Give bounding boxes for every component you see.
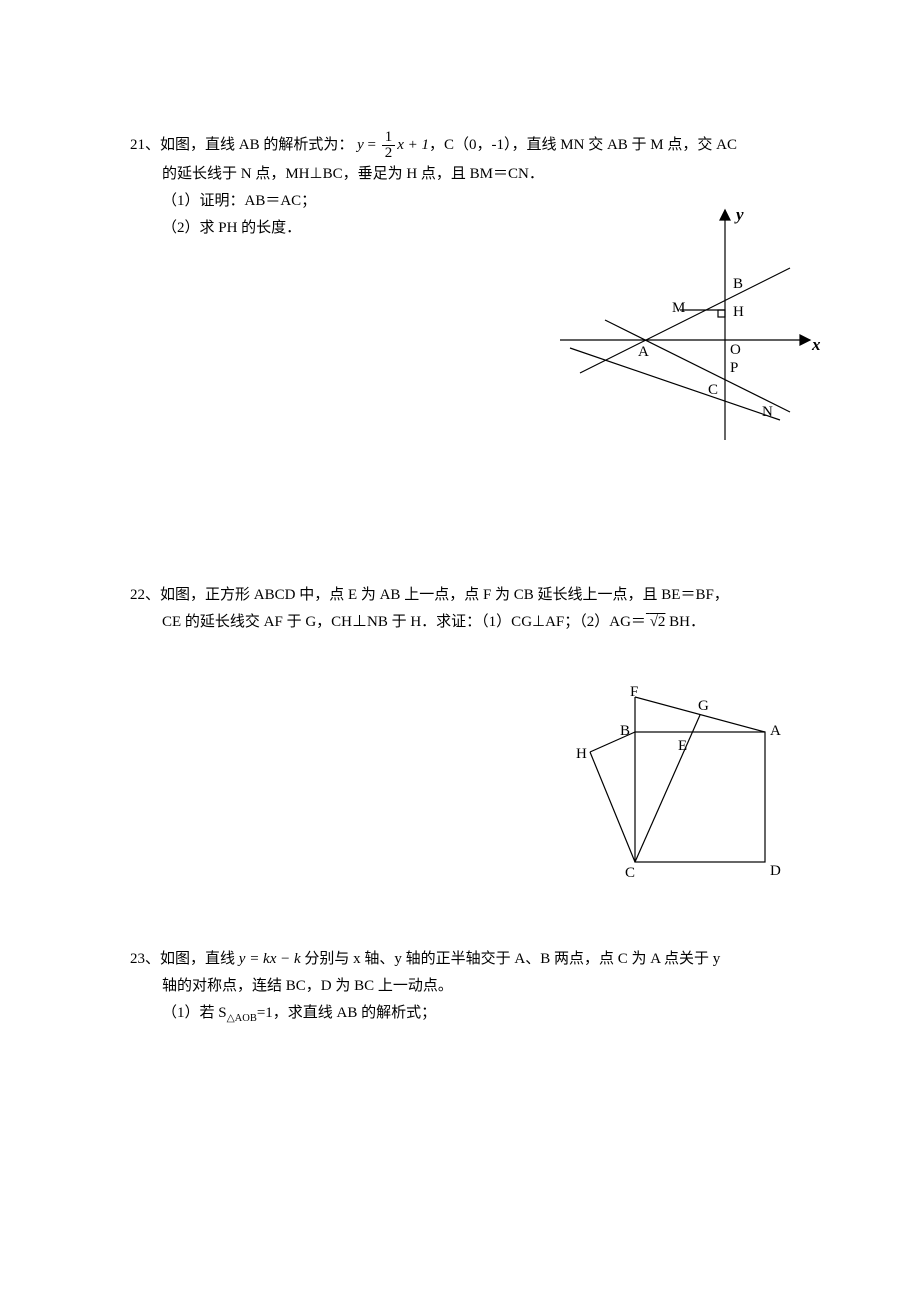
label-y: y (734, 205, 744, 224)
label-B: B (733, 276, 743, 292)
problem-23-part1-before: （1）若 S (162, 1005, 227, 1021)
problem-22-diagram: A B C D E F G H (570, 682, 790, 892)
label-A2: A (770, 723, 781, 739)
problem-21-number: 21、 (130, 137, 160, 153)
problem-21-svg: y x A B C M N H O P (550, 190, 830, 450)
problem-23: 23、如图，直线 y = kx − k 分别与 x 轴、y 轴的正半轴交于 A、… (130, 946, 810, 1029)
problem-23-part1-sub: △AOB (227, 1013, 257, 1024)
eq-right: x + 1 (397, 137, 429, 153)
label-M: M (672, 300, 685, 316)
sqrt-value: √2 (650, 614, 666, 630)
problem-22-line2-after: BH． (665, 614, 705, 630)
eq-eq: = (364, 137, 380, 153)
problem-21-intro-after: ，C（0，-1），直线 MN 交 AB 于 M 点，交 AC (429, 137, 737, 153)
problem-23-line1-after: 分别与 x 轴、y 轴的正半轴交于 A、B 两点，点 C 为 A 点关于 y (301, 951, 721, 967)
problem-22-line2-before: CE 的延长线交 AF 于 G，CH⊥NB 于 H．求证：（1）CG⊥AF；（2… (162, 614, 646, 630)
problem-21-intro-before: 如图，直线 AB 的解析式为： (160, 137, 353, 153)
problem-23-part1: （1）若 S△AOB=1，求直线 AB 的解析式； (130, 1000, 810, 1029)
problem-22: 22、如图，正方形 ABCD 中，点 E 为 AB 上一点，点 F 为 CB 延… (130, 582, 810, 636)
label-B2: B (620, 723, 630, 739)
problem-23-text: 23、如图，直线 y = kx − k 分别与 x 轴、y 轴的正半轴交于 A、… (130, 946, 810, 1029)
label-F2: F (630, 684, 638, 700)
eq-y: y (357, 137, 364, 153)
problem-23-eq: y = kx − k (239, 951, 301, 967)
problem-22-svg: A B C D E F G H (570, 682, 790, 882)
problem-21-line2: 的延长线于 N 点，MH⊥BC，垂足为 H 点，且 BM＝CN． (130, 161, 810, 188)
problem-22-sqrt: √2 (646, 614, 665, 630)
label-C2: C (625, 865, 635, 881)
label-E2: E (678, 738, 687, 754)
problem-23-part1-after: =1，求直线 AB 的解析式； (257, 1005, 436, 1021)
label-x: x (811, 335, 821, 354)
problem-21: 21、如图，直线 AB 的解析式为： y = 12x + 1，C（0，-1），直… (130, 130, 810, 242)
problem-22-text: 22、如图，正方形 ABCD 中，点 E 为 AB 上一点，点 F 为 CB 延… (130, 582, 810, 636)
label-H2: H (576, 746, 587, 762)
label-O: O (730, 342, 741, 358)
label-A: A (638, 344, 649, 360)
problem-23-line2: 轴的对称点，连结 BC，D 为 BC 上一动点。 (130, 973, 810, 1000)
label-C: C (708, 382, 718, 398)
problem-22-number: 22、 (130, 587, 160, 603)
eq-frac: 12 (382, 130, 396, 161)
label-D2: D (770, 863, 781, 879)
problem-23-number: 23、 (130, 951, 160, 967)
eq-frac-den: 2 (382, 146, 396, 161)
problem-23-line1-before: 如图，直线 (160, 951, 239, 967)
eq-frac-num: 1 (382, 130, 396, 146)
problem-21-diagram: y x A B C M N H O P (550, 190, 830, 460)
label-P: P (730, 360, 738, 376)
problem-22-line1: 如图，正方形 ABCD 中，点 E 为 AB 上一点，点 F 为 CB 延长线上… (160, 587, 729, 603)
label-G2: G (698, 698, 709, 714)
label-N: N (762, 404, 773, 420)
label-H: H (733, 304, 744, 320)
